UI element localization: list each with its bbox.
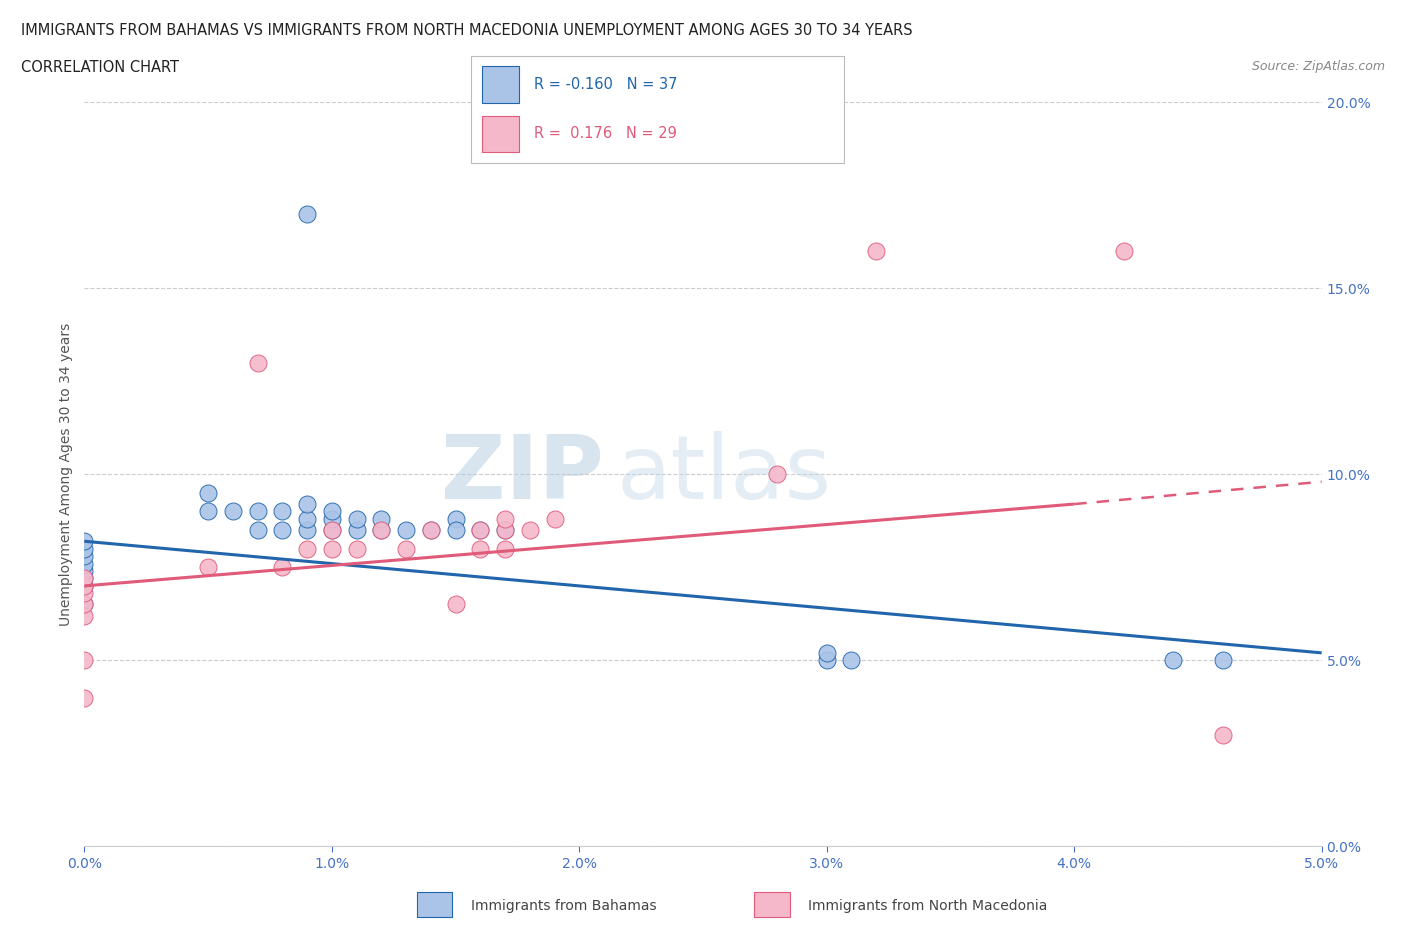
Point [73,571,96,586]
Point [246,523,269,538]
Point [271,523,294,538]
Point [73,653,96,668]
Point [444,597,467,612]
Text: CORRELATION CHART: CORRELATION CHART [21,60,179,75]
Point [73,556,96,571]
Point [73,608,96,623]
Point [494,541,516,556]
Point [370,523,392,538]
Point [370,523,392,538]
Point [73,549,96,564]
Text: Immigrants from North Macedonia: Immigrants from North Macedonia [808,898,1047,913]
Point [370,512,392,526]
Point [346,512,368,526]
Point [1212,727,1234,742]
Point [73,597,96,612]
Point [419,523,441,538]
Point [295,523,318,538]
Point [321,523,343,538]
Point [470,523,492,538]
Point [444,523,467,538]
Point [295,206,318,221]
Point [73,571,96,586]
Point [346,541,368,556]
Text: Immigrants from Bahamas: Immigrants from Bahamas [471,898,657,913]
Point [73,564,96,578]
Point [271,504,294,519]
Point [73,534,96,549]
Point [419,523,441,538]
Point [346,523,368,538]
Point [444,512,467,526]
Point [73,578,96,593]
Point [519,523,541,538]
Point [222,504,245,519]
Point [73,586,96,601]
Text: Source: ZipAtlas.com: Source: ZipAtlas.com [1251,60,1385,73]
Point [470,523,492,538]
Point [321,541,343,556]
Point [197,560,219,575]
Point [321,512,343,526]
Point [73,541,96,556]
Point [815,645,838,660]
Bar [482,115,519,153]
Point [815,653,838,668]
Text: atlas: atlas [616,431,831,518]
Point [543,512,565,526]
Point [246,355,269,370]
Point [470,541,492,556]
Point [1212,653,1234,668]
Point [494,523,516,538]
Point [395,523,418,538]
Point [395,541,418,556]
Point [73,578,96,593]
Point [295,497,318,512]
Point [197,504,219,519]
Point [321,523,343,538]
Bar [482,67,519,103]
FancyBboxPatch shape [471,56,844,163]
Point [494,523,516,538]
Point [295,541,318,556]
Point [295,512,318,526]
Point [73,690,96,705]
Point [73,597,96,612]
Point [494,512,516,526]
Text: ZIP: ZIP [441,431,605,518]
Text: R =  0.176   N = 29: R = 0.176 N = 29 [534,126,678,141]
Point [197,485,219,500]
Y-axis label: Unemployment Among Ages 30 to 34 years: Unemployment Among Ages 30 to 34 years [59,323,73,626]
Point [766,467,789,482]
Point [1161,653,1184,668]
Point [321,504,343,519]
Point [246,504,269,519]
Text: R = -0.160   N = 37: R = -0.160 N = 37 [534,77,678,92]
Text: IMMIGRANTS FROM BAHAMAS VS IMMIGRANTS FROM NORTH MACEDONIA UNEMPLOYMENT AMONG AG: IMMIGRANTS FROM BAHAMAS VS IMMIGRANTS FR… [21,23,912,38]
Point [865,244,887,259]
Point [271,560,294,575]
Point [1112,244,1135,259]
Point [841,653,863,668]
